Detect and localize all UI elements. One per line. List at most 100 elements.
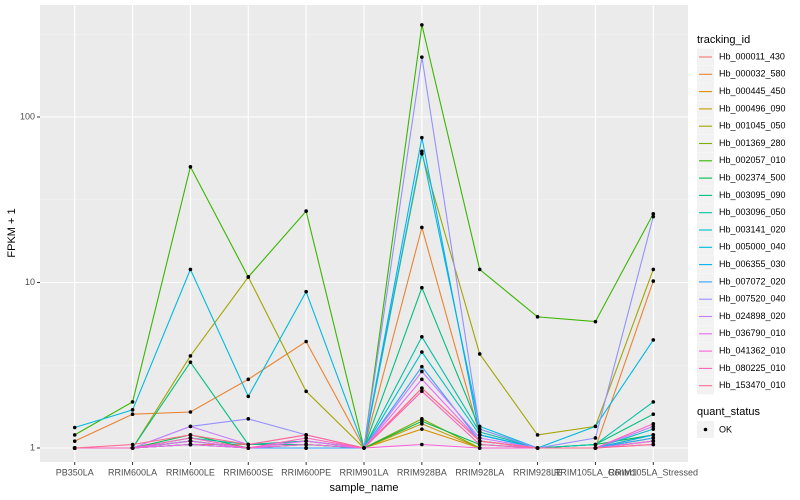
legend-label: Hb_001369_280 xyxy=(719,138,786,148)
legend-label: Hb_005000_040 xyxy=(719,242,786,252)
x-tick-label: RRIM928LE xyxy=(513,467,562,477)
legend-label: Hb_080225_010 xyxy=(719,363,786,373)
legend-label: Hb_000011_430 xyxy=(719,51,785,61)
data-point xyxy=(188,436,193,440)
legend-label: Hb_000496_090 xyxy=(719,103,786,113)
data-point xyxy=(420,442,424,447)
data-point xyxy=(130,446,135,450)
data-point xyxy=(304,339,308,344)
legend-label: Hb_007520_040 xyxy=(719,294,786,304)
data-point xyxy=(651,338,656,342)
data-point xyxy=(188,442,193,447)
data-point xyxy=(130,408,135,412)
legend-label: Hb_000032_580 xyxy=(719,69,786,79)
data-point xyxy=(420,135,424,140)
data-point xyxy=(593,436,598,440)
data-point xyxy=(420,422,424,426)
legend-label: Hb_036790_010 xyxy=(719,328,786,338)
data-point xyxy=(477,436,482,440)
data-point xyxy=(72,425,77,430)
legend-label: Hb_153470_010 xyxy=(719,380,786,390)
data-point xyxy=(246,377,251,382)
data-point xyxy=(651,412,656,417)
data-point xyxy=(535,446,540,450)
legend-label: Hb_003096_050 xyxy=(719,207,786,217)
x-axis-title: sample_name xyxy=(329,482,398,494)
data-point xyxy=(72,433,77,437)
legend-title: quant_status xyxy=(697,406,760,418)
data-point xyxy=(420,369,424,374)
data-point xyxy=(651,214,656,219)
data-point xyxy=(420,364,424,369)
data-point xyxy=(420,386,424,390)
data-point xyxy=(304,436,308,440)
x-tick-label: RRIM600SE xyxy=(223,467,273,477)
legend-title: tracking_id xyxy=(697,34,750,46)
data-point xyxy=(420,350,424,354)
data-point xyxy=(188,424,193,429)
data-point xyxy=(477,424,482,429)
data-point xyxy=(72,446,77,450)
data-point xyxy=(593,319,598,324)
data-point xyxy=(304,446,308,450)
data-point xyxy=(188,439,193,443)
data-point xyxy=(130,400,135,404)
data-point xyxy=(651,442,656,447)
data-point xyxy=(246,394,251,399)
data-point xyxy=(246,275,251,279)
data-point xyxy=(246,446,251,450)
data-point xyxy=(304,433,308,437)
y-tick-label: 10 xyxy=(25,277,35,287)
data-point xyxy=(188,360,193,364)
data-point xyxy=(420,55,424,59)
data-point xyxy=(477,442,482,447)
data-point xyxy=(246,417,251,421)
data-point xyxy=(188,433,193,437)
data-point xyxy=(651,433,656,437)
data-point xyxy=(246,442,251,447)
data-point xyxy=(651,422,656,426)
data-point xyxy=(477,446,482,450)
data-point xyxy=(130,412,135,417)
x-tick-label: RRIM105LA_Stressed xyxy=(609,467,699,477)
x-tick-label: RRIM901LA xyxy=(339,467,388,477)
data-point xyxy=(188,267,193,272)
y-tick-label: 100 xyxy=(20,111,35,121)
data-point xyxy=(420,225,424,230)
data-point xyxy=(188,354,193,358)
data-point xyxy=(651,279,656,283)
legend-label: Hb_002374_500 xyxy=(719,172,786,182)
data-point xyxy=(420,285,424,290)
data-point xyxy=(304,442,308,447)
legend-label: Hb_001045_050 xyxy=(719,121,786,131)
legend-label: Hb_003095_090 xyxy=(719,190,786,200)
data-point xyxy=(477,430,482,434)
data-point xyxy=(593,442,598,447)
data-point xyxy=(651,439,656,443)
data-point xyxy=(651,212,656,216)
x-tick-label: RRIM928LA xyxy=(455,467,504,477)
legend-label: Hb_041362_010 xyxy=(719,345,786,355)
data-point xyxy=(304,439,308,443)
legend-label: Hb_007072_020 xyxy=(719,276,786,286)
data-point xyxy=(420,149,424,154)
data-point xyxy=(535,315,540,319)
y-axis-title: FPKM + 1 xyxy=(6,208,18,257)
x-tick-label: RRIM600LA xyxy=(108,467,157,477)
data-point xyxy=(304,289,308,294)
legend-label: Hb_006355_030 xyxy=(719,259,786,269)
y-tick-label: 1 xyxy=(30,442,35,452)
data-point xyxy=(188,165,193,169)
data-point xyxy=(651,427,656,431)
data-point xyxy=(420,419,424,424)
data-point xyxy=(477,352,482,356)
plot-area xyxy=(72,23,656,451)
data-point xyxy=(420,389,424,394)
data-point xyxy=(477,267,482,272)
data-point xyxy=(304,389,308,394)
legend-label: OK xyxy=(719,424,732,434)
data-point xyxy=(651,267,656,272)
data-point xyxy=(477,427,482,431)
grid xyxy=(40,5,688,462)
